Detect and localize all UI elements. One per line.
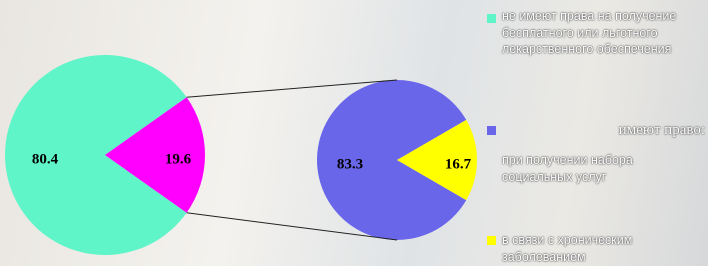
data-label: 83.3 xyxy=(337,156,363,172)
chart: 80.4 19.6 83.3 16.7 не имеют права на получ… xyxy=(0,0,708,266)
data-label: 80.4 xyxy=(32,151,59,167)
legend-label: при получении набора социальных услуг xyxy=(502,152,677,185)
data-label: 16.7 xyxy=(445,156,472,172)
legend-label: в связи с хроническим заболеванием xyxy=(502,232,672,265)
annotation: имеют право: xyxy=(619,122,705,139)
legend-swatch xyxy=(487,236,496,245)
legend-label: не имеют права на получение бесплатного … xyxy=(502,8,687,58)
legend-swatch xyxy=(487,14,496,23)
data-label: 19.6 xyxy=(165,151,192,167)
legend-swatch xyxy=(487,126,496,135)
